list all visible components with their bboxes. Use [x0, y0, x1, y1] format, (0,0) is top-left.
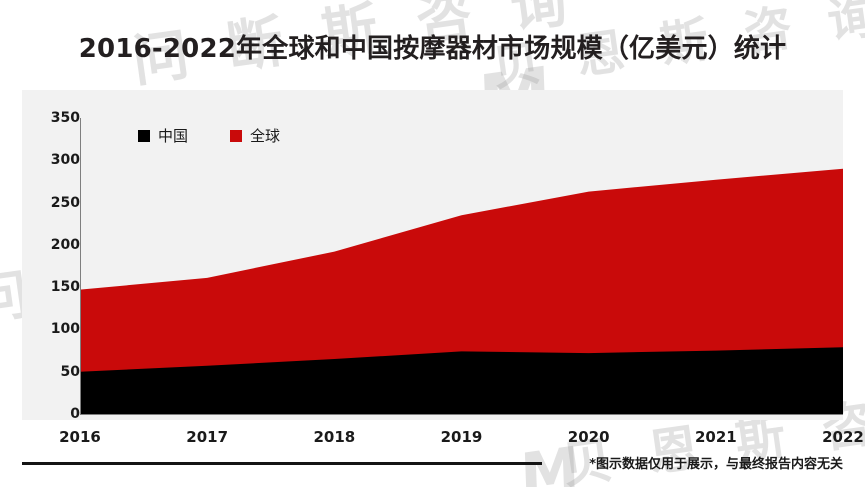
stacked-area-svg	[80, 168, 843, 414]
x-axis-tick-label: 2018	[313, 428, 356, 446]
y-axis-line	[80, 118, 81, 415]
legend-label: 中国	[158, 127, 189, 145]
footer-note: *图示数据仅用于展示，与最终报告内容无关	[589, 457, 843, 472]
x-axis-tick-label: 2021	[694, 428, 737, 446]
chart-legend: 中国 全球	[138, 125, 280, 146]
x-axis-tick-label: 2017	[186, 428, 229, 446]
y-axis-tick-label: 0	[70, 406, 80, 422]
legend-swatch-icon	[230, 129, 243, 142]
legend-label: 全球	[250, 127, 281, 145]
chart-title: 2016-2022年全球和中国按摩器材市场规模（亿美元）统计	[78, 34, 787, 64]
plot-area	[22, 90, 843, 420]
legend-swatch-icon	[138, 129, 150, 142]
series-area-china	[80, 347, 843, 414]
x-axis-tick-label: 2016	[59, 428, 101, 446]
y-axis: 0 50 100 150 200 250 300 350	[22, 90, 80, 422]
x-axis-tick-label: 2019	[440, 428, 483, 446]
legend-item-global[interactable]: 全球	[230, 125, 280, 146]
chart-panel: 中国 全球 0 50 100 150 200 250 300 350	[22, 90, 843, 422]
legend-item-china[interactable]: 中国	[138, 125, 188, 146]
x-axis-tick-label: 2020	[567, 428, 610, 446]
footer-divider	[22, 462, 542, 465]
x-axis-line	[80, 414, 843, 415]
x-axis-tick-label: 2022	[822, 428, 864, 446]
y-axis-tick-label: 50	[60, 363, 80, 380]
y-axis-tick-label: 200	[50, 236, 80, 253]
y-axis-tick-label: 250	[50, 194, 80, 211]
y-axis-tick-label: 100	[50, 321, 80, 338]
y-axis-tick-label: 300	[50, 152, 80, 169]
y-axis-tick-label: 150	[50, 279, 80, 296]
y-axis-tick-label: 350	[50, 110, 80, 126]
